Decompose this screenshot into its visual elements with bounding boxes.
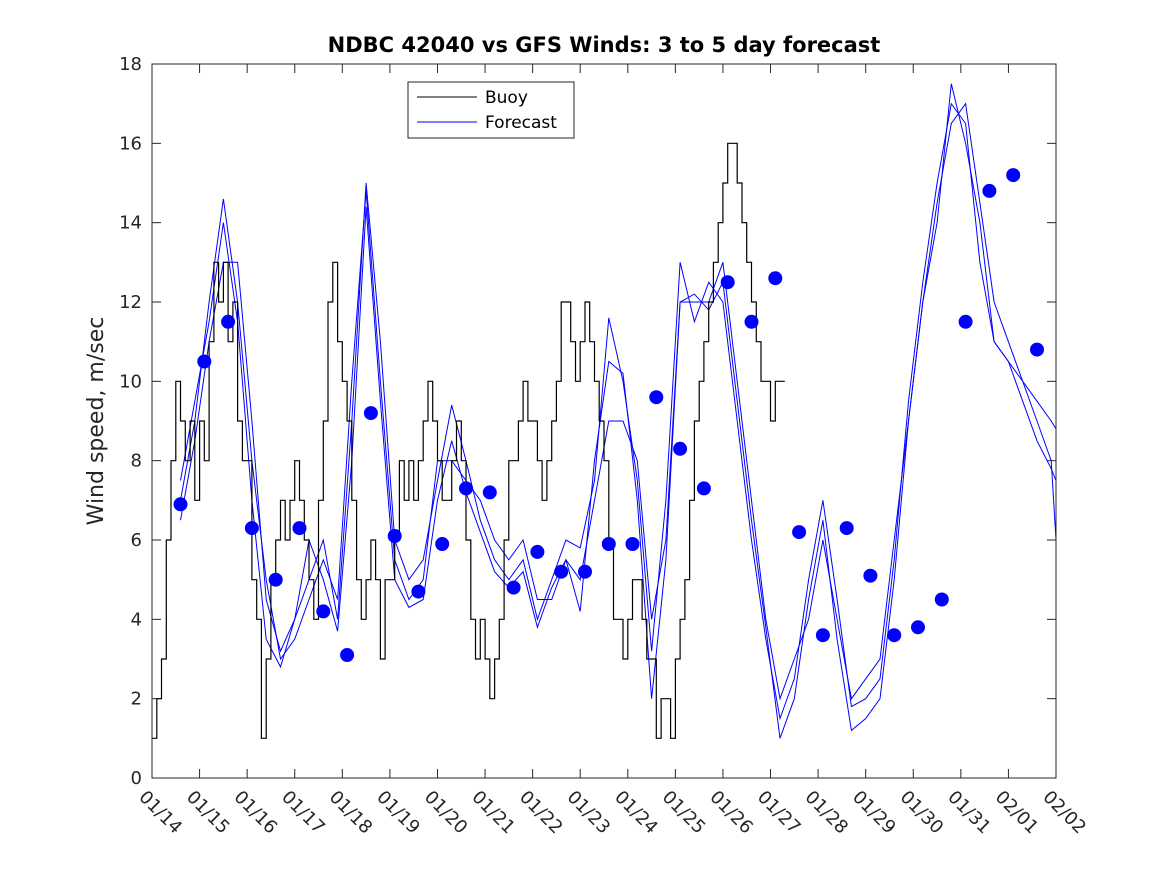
forecast-point [316,604,331,619]
forecast-point [768,271,783,286]
forecast-point [1030,342,1044,357]
forecast-point [244,521,259,536]
legend: Buoy Forecast [407,81,575,139]
forecast-points-layer [173,168,1044,662]
series-layer [152,83,1057,739]
forecast-run-line [180,102,1057,739]
forecast-point [268,572,283,587]
legend-buoy-label: Buoy [485,88,528,108]
chart-title: NDBC 42040 vs GFS Winds: 3 to 5 day fore… [328,33,881,57]
forecast-point [506,580,521,595]
forecast-point [863,568,878,583]
forecast-point [340,648,355,662]
y-tick-label: 2 [131,689,142,710]
forecast-point [173,497,188,512]
y-tick-label: 4 [131,609,142,630]
forecast-point [435,537,450,551]
forecast-point [958,314,973,329]
forecast-point [292,521,307,536]
forecast-point [673,441,688,456]
forecast-point [530,544,545,559]
forecast-point [887,628,902,643]
y-tick-label: 16 [119,133,142,154]
forecast-point [839,521,854,536]
legend-box [407,81,575,139]
forecast-point [363,406,378,421]
forecast-point [720,275,735,290]
y-tick-label: 10 [119,371,142,392]
forecast-point [649,390,664,405]
forecast-point [792,525,807,540]
forecast-point [387,529,402,543]
forecast-point [744,314,759,329]
y-tick-label: 18 [119,54,142,75]
forecast-point [625,537,640,551]
forecast-point [578,564,592,579]
y-tick-label: 6 [131,530,142,551]
forecast-point [601,537,616,551]
forecast-point [554,564,569,579]
plot-frame [151,63,1057,779]
forecast-point [911,620,925,635]
forecast-run-line [180,102,1057,721]
forecast-point [221,314,236,329]
forecast-point [1006,168,1021,183]
forecast-point [411,584,426,599]
y-tick-label: 12 [119,292,142,313]
y-tick-label: 14 [119,213,142,234]
forecast-point [982,183,997,198]
y-tick-label: 0 [131,768,142,789]
forecast-point [197,354,212,369]
legend-forecast-label: Forecast [485,113,557,133]
buoy-line [152,142,785,739]
forecast-point [459,481,473,496]
y-axis-label: Wind speed, m/sec [84,317,109,526]
forecast-point [934,592,949,607]
forecast-point [696,481,711,496]
forecast-point [482,485,497,500]
y-tick-label: 8 [131,451,142,472]
forecast-point [815,628,830,643]
